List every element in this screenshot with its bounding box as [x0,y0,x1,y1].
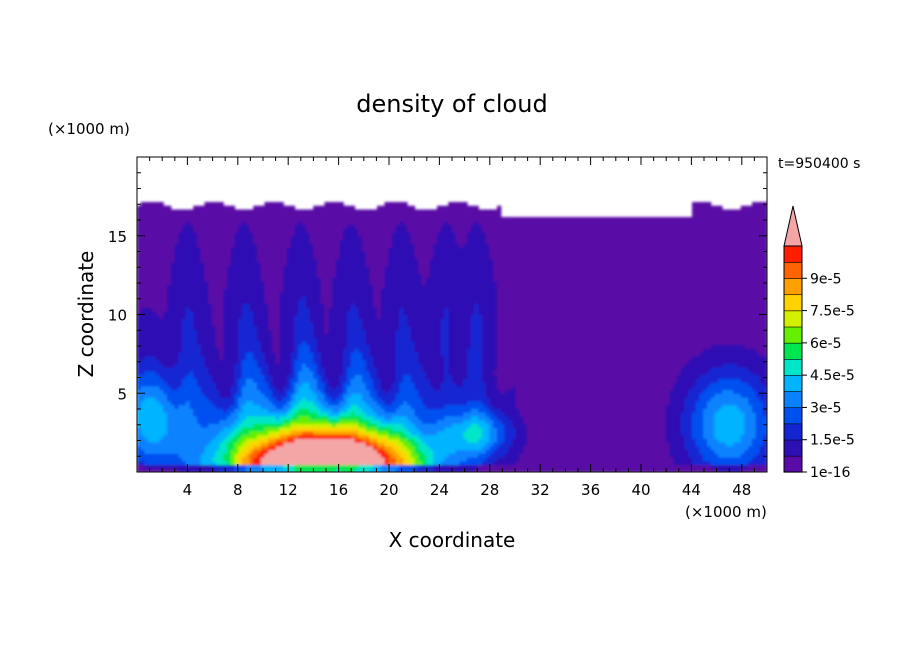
colorbar-swatch [783,342,803,360]
x-tick-label: 4 [183,481,193,499]
x-tick-label: 12 [279,481,298,499]
x-tick-label: 32 [531,481,550,499]
colorbar-swatch [783,261,803,279]
colorbar: 1e-16 1.5e-5 3e-5 4.5e-5 6e-5 7.5e-5 9e-5 [783,205,855,481]
colorbar-swatch [783,407,803,425]
x-tick-label: 40 [631,481,650,499]
x-tick-label: 8 [233,481,243,499]
x-unit-label: (×1000 m) [685,503,767,521]
colorbar-swatch [783,390,803,409]
chart-title: density of cloud [356,90,547,118]
x-tick-label: 28 [480,481,499,499]
x-tick-label: 20 [379,481,398,499]
x-axis: 4 8 12 16 20 24 28 32 36 40 44 48 [149,157,755,499]
colorbar-tick-label: 3e-5 [810,400,841,416]
colorbar-swatch [783,277,803,296]
colorbar-swatch [783,245,803,263]
colorbar-tick-label: 6e-5 [810,336,841,352]
y-unit-label: (×1000 m) [48,120,130,138]
colorbar-swatch [783,423,803,441]
colorbar-swatch [783,310,803,328]
plot-area [137,157,767,472]
colorbar-swatch [783,374,803,392]
colorbar-tick-label: 7.5e-5 [810,304,855,320]
time-label: t=950400 s [778,156,860,172]
x-tick-label: 16 [329,481,348,499]
colorbar-swatch [783,358,803,376]
y-tick-label: 10 [108,307,127,325]
y-axis-label: Z coordinate [74,251,98,378]
x-tick-label: 36 [581,481,600,499]
y-tick-label: 15 [108,228,127,246]
x-tick-label: 44 [682,481,701,499]
colorbar-swatch [783,439,803,457]
colorbar-tick-label: 1.5e-5 [810,433,855,449]
colorbar-swatch [783,294,803,312]
x-axis-label: X coordinate [389,528,516,552]
y-tick-label: 5 [117,385,127,403]
colorbar-over-arrow [783,205,803,247]
y-axis: 5 10 15 [108,172,767,457]
colorbar-tick-label: 9e-5 [810,271,841,287]
x-tick-label: 24 [430,481,449,499]
colorbar-swatch [783,326,803,344]
colorbar-tick-label: 4.5e-5 [810,368,855,384]
x-tick-label: 48 [732,481,751,499]
colorbar-swatch [783,455,803,473]
colorbar-tick-label: 1e-16 [810,465,850,481]
